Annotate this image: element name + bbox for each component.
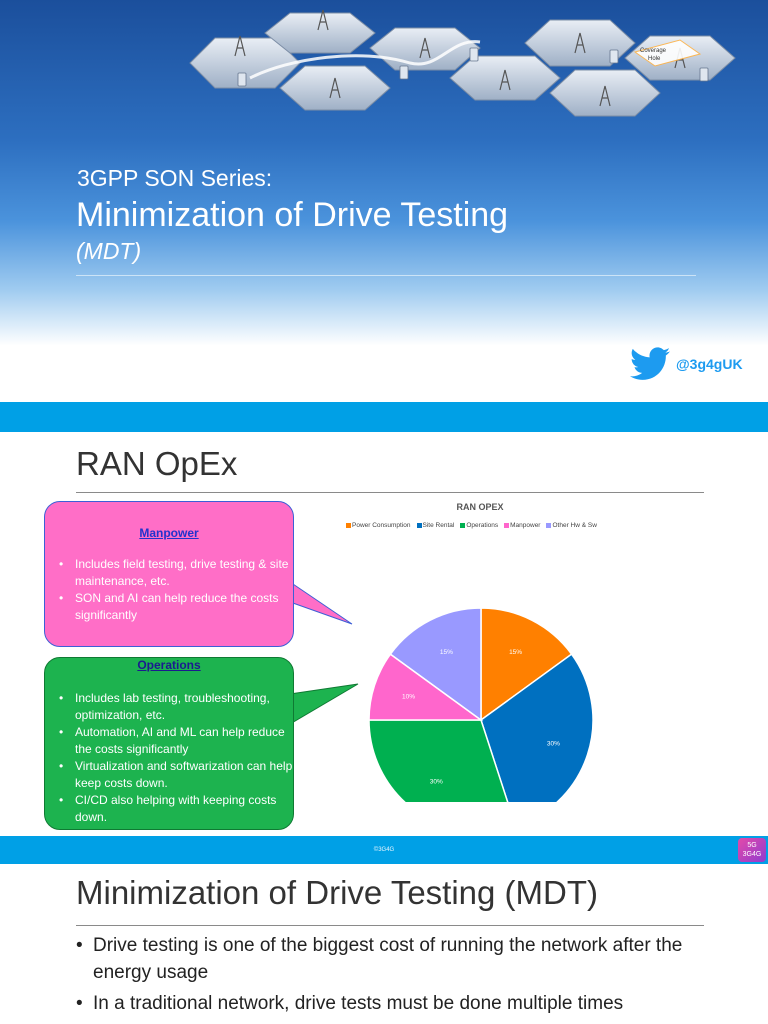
legend-swatch: [346, 522, 351, 528]
title-divider: [76, 275, 696, 276]
slide-title: RAN OpEx: [76, 445, 238, 482]
operations-callout: Operations Includes lab testing, trouble…: [44, 657, 294, 830]
list-item: Virtualization and softwarization can he…: [45, 758, 293, 792]
pie-slice-other-hw-sw: [389, 607, 482, 722]
mdt-slide: Minimization of Drive Testing (MDT) Driv…: [0, 864, 768, 1024]
legend-item: Site Rental: [416, 522, 455, 529]
hole-label: Hole: [648, 56, 661, 62]
footer-copyright: ©3G4G: [373, 847, 395, 853]
twitter-bird-icon[interactable]: [630, 347, 670, 381]
legend-label: Site Rental: [422, 522, 455, 529]
legend-item: Other Hw & Sw: [546, 522, 597, 529]
list-item: Drive testing is one of the biggest cost…: [76, 932, 716, 986]
manpower-heading: Manpower: [139, 526, 199, 540]
legend-label: Manpower: [510, 522, 541, 529]
3g4g-logo: 5G 3G4G: [738, 838, 766, 862]
list-item: In a traditional network, drive tests mu…: [76, 990, 716, 1017]
chart-title: RAN OPEX: [456, 502, 504, 512]
logo-5g-text: 5G: [747, 842, 757, 849]
list-item: Automation, AI and ML can help reduce th…: [45, 724, 293, 758]
legend-swatch: [546, 522, 552, 528]
manpower-bullets: Includes field testing, drive testing & …: [45, 556, 293, 624]
legend-swatch: [460, 522, 466, 528]
operations-heading: Operations: [137, 658, 201, 672]
slide-footer-bar: ©3G4G 5G 3G4G: [0, 836, 768, 864]
title-divider: [76, 492, 704, 493]
ran-opex-slide: RAN OpEx Manpower Includes field testing…: [0, 432, 768, 836]
slide-subtitle: (MDT): [76, 238, 142, 264]
slide-title: Minimization of Drive Testing: [76, 196, 509, 234]
series-kicker: 3GPP SON Series:: [77, 165, 273, 191]
legend-swatch: [416, 522, 422, 528]
twitter-handle[interactable]: @3g4gUK: [676, 356, 743, 372]
chart-legend: Power Consumption Site Rental Operations Ma…: [346, 522, 628, 529]
ran-opex-pie-chart: 15% 30% 30% 10% 15% RAN OPEX Power Consumpti…: [340, 498, 630, 802]
pie-data-label: 15%: [509, 649, 522, 656]
pie-data-label: 30%: [547, 741, 560, 748]
pie-chart-canvas: 15% 30% 30% 10% 15%: [368, 607, 594, 802]
list-item: Includes field testing, drive testing & …: [45, 556, 293, 590]
legend-item: Operations: [460, 522, 498, 529]
slide-title: Minimization of Drive Testing (MDT): [76, 874, 599, 911]
pie-slice-operations: [368, 719, 509, 802]
coverage-label: Coverage: [640, 48, 667, 54]
logo-3g4g-text: 3G4G: [742, 851, 762, 858]
title-slide: Coverage Hole 3GPP SON Series: Minimizat…: [0, 0, 768, 402]
mdt-bullets: Drive testing is one of the biggest cost…: [76, 932, 716, 1021]
list-item: SON and AI can help reduce the costs sig…: [45, 590, 293, 624]
pie-data-label: 10%: [402, 693, 415, 700]
legend-label: Operations: [466, 522, 499, 529]
slide-separator-bar: [0, 402, 768, 432]
legend-label: Other Hw & Sw: [552, 522, 597, 529]
pie-data-label: 15%: [440, 649, 453, 656]
list-item: Includes lab testing, troubleshooting, o…: [45, 690, 293, 724]
manpower-callout: Manpower Includes field testing, drive t…: [44, 501, 294, 647]
pie-slice-power-consumption: [480, 607, 573, 722]
pie-data-label: 30%: [430, 779, 443, 786]
legend-item: Power Consumption: [346, 522, 411, 529]
legend-label: Power Consumption: [352, 522, 411, 529]
legend-swatch: [504, 522, 510, 528]
list-item: CI/CD also helping with keeping costs do…: [45, 792, 293, 826]
title-divider: [76, 925, 704, 926]
pie-slice-site-rental: [480, 653, 594, 802]
operations-bullets: Includes lab testing, troubleshooting, o…: [45, 690, 293, 826]
network-hexagon-illustration: Coverage Hole: [189, 9, 736, 117]
legend-item: Manpower: [504, 522, 540, 529]
